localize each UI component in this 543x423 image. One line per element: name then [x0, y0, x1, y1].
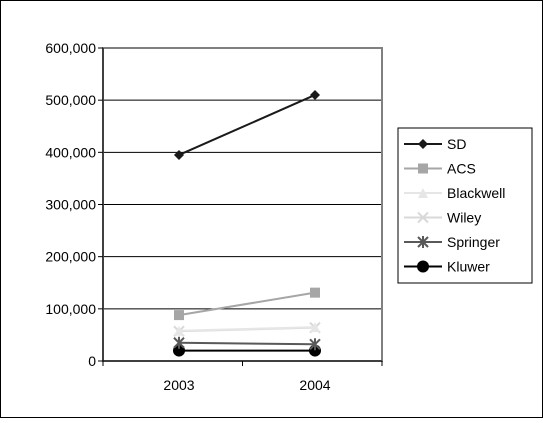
data-point-sd	[310, 89, 320, 100]
data-point-acs	[310, 287, 320, 298]
legend-box	[397, 127, 533, 284]
data-point-springer	[173, 336, 185, 349]
legend-label-wiley: Wiley	[447, 210, 481, 226]
x-tick-label: 2003	[163, 377, 194, 393]
y-tick-label: 300,000	[45, 197, 96, 213]
legend-label-blackwell: Blackwell	[447, 185, 505, 201]
legend-marker-acs	[418, 163, 428, 174]
series-line-springer	[178, 341, 316, 346]
data-point-kluwer	[173, 344, 185, 357]
y-tick-label: 200,000	[45, 249, 96, 265]
y-tick-label: 0	[88, 353, 96, 369]
series-line-blackwell	[178, 326, 316, 332]
y-tick-label: 400,000	[45, 144, 96, 160]
data-point-blackwell	[174, 325, 184, 336]
legend-marker-blackwell	[418, 188, 428, 198]
legend-marker-springer	[417, 236, 429, 248]
legend-label-sd: SD	[447, 136, 466, 152]
legend-marker-wiley	[417, 211, 429, 224]
y-tick-label: 100,000	[45, 301, 96, 317]
legend-label-kluwer: Kluwer	[447, 259, 490, 275]
legend-label-acs: ACS	[447, 161, 476, 177]
series-line-acs	[178, 291, 316, 317]
legend-label-springer: Springer	[447, 234, 500, 250]
y-tick-label: 600,000	[45, 40, 96, 56]
y-tick-label: 500,000	[45, 92, 96, 108]
legend-marker-sd	[418, 139, 428, 149]
series-line-sd	[178, 94, 316, 156]
data-point-acs	[174, 310, 184, 321]
x-tick-label: 2004	[299, 377, 330, 393]
legend-marker-kluwer	[417, 260, 429, 273]
data-point-blackwell	[310, 322, 320, 333]
data-point-sd	[174, 149, 184, 160]
data-point-springer	[309, 338, 321, 351]
